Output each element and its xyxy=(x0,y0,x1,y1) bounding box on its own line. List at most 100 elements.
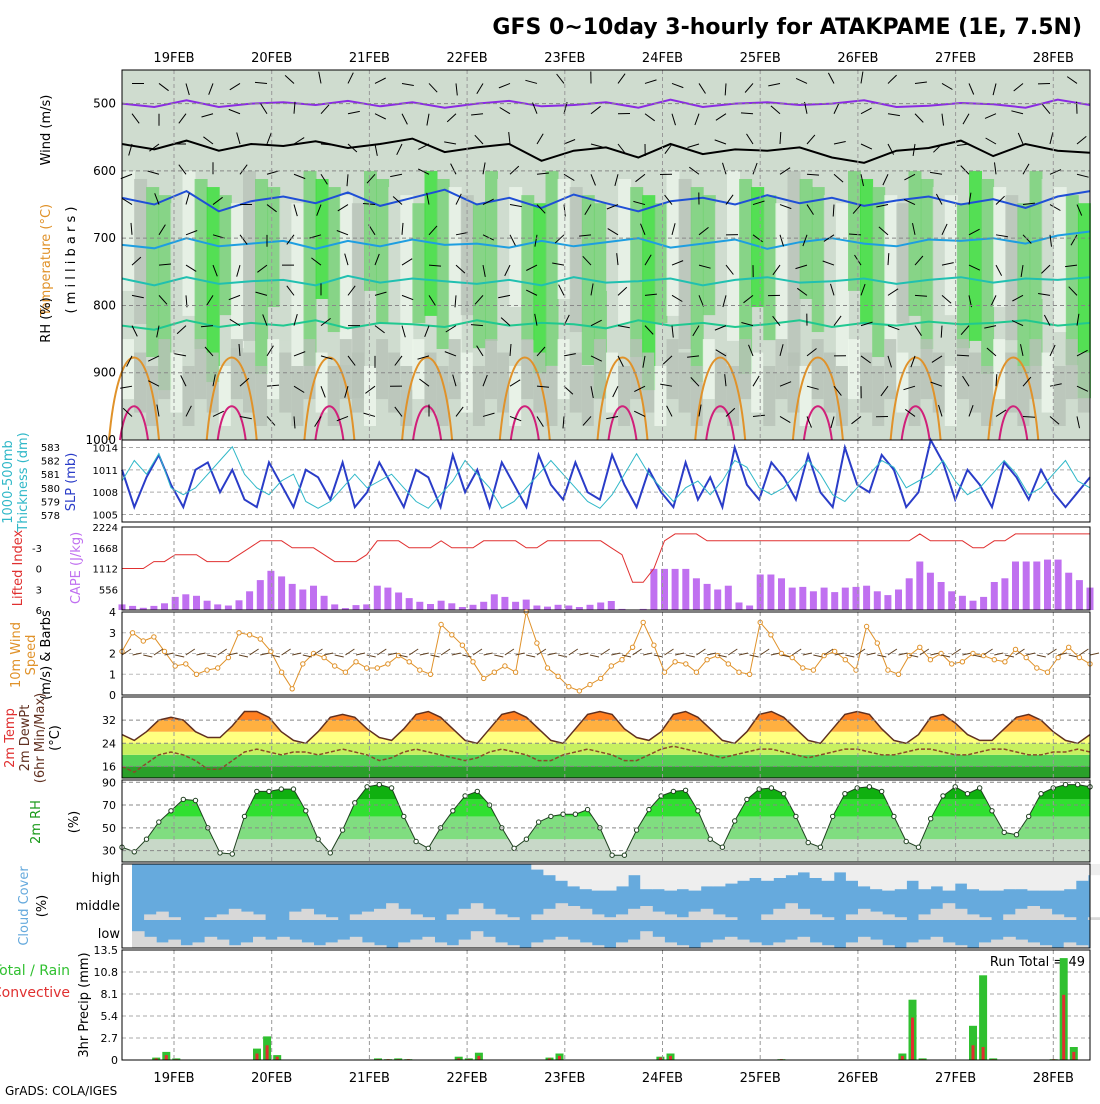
wind-speed-point xyxy=(450,633,454,637)
wind-speed-point xyxy=(365,666,369,670)
rh-cell xyxy=(1054,366,1066,426)
wind-speed-point xyxy=(237,631,241,635)
cloud-cell xyxy=(773,909,786,920)
precip-tick-label: 10.8 xyxy=(94,966,119,979)
wind-speed-point xyxy=(641,620,645,624)
cape-bar xyxy=(746,606,753,611)
cape-bar xyxy=(821,588,828,610)
cape-bar xyxy=(512,602,519,610)
cloud-cell xyxy=(773,864,786,878)
cloud-cell xyxy=(168,917,181,920)
wind-tick-label: 1 xyxy=(109,668,116,681)
rh-point xyxy=(855,786,859,790)
cloud-cell xyxy=(713,864,726,886)
cape-bar xyxy=(204,601,211,610)
cloud-cell xyxy=(991,864,1004,891)
cape-bar xyxy=(1076,580,1083,610)
cloud-cell xyxy=(967,864,980,889)
cape-bar xyxy=(1023,562,1030,611)
cloud-cell xyxy=(628,864,641,875)
cloud-cell xyxy=(543,940,556,948)
cape-bar xyxy=(778,578,785,610)
rh-point xyxy=(720,845,724,849)
date-label-top: 26FEB xyxy=(837,51,878,66)
date-label-bottom: 21FEB xyxy=(349,1071,390,1086)
rh-cell xyxy=(437,179,450,349)
cloud-cell xyxy=(568,940,581,948)
rh-point xyxy=(782,792,786,796)
rh-point xyxy=(291,787,295,791)
rh-point xyxy=(536,820,540,824)
date-label-top: 28FEB xyxy=(1033,51,1074,66)
rh-cell xyxy=(1030,171,1043,366)
wind-speed-point xyxy=(1056,655,1060,659)
rh-cell xyxy=(606,171,619,291)
rh-cell xyxy=(291,366,303,426)
rh-point xyxy=(708,837,712,841)
rh-point xyxy=(757,787,761,791)
rh-point xyxy=(683,788,687,792)
rh-point xyxy=(193,798,197,802)
wind-speed-point xyxy=(790,655,794,659)
cape-bar xyxy=(1033,562,1040,611)
cape-bar xyxy=(161,603,168,610)
cloud-cell xyxy=(846,864,859,881)
cloud-cell xyxy=(616,942,629,948)
cloud-cell xyxy=(592,864,605,891)
rh-point xyxy=(230,852,234,856)
rh-cell xyxy=(630,187,643,357)
rh-point xyxy=(831,814,835,818)
cape-bar xyxy=(736,603,743,611)
cape-bar xyxy=(672,569,679,610)
cape-bar xyxy=(321,596,328,610)
cloud-cell xyxy=(580,942,593,948)
cloud-cell xyxy=(677,864,690,889)
wind-speed-point xyxy=(205,668,209,672)
precip-legend-total: Total / Rain xyxy=(0,963,70,979)
cloud-cell xyxy=(144,937,157,948)
date-label-top: 21FEB xyxy=(349,51,390,66)
rh-cell xyxy=(267,339,279,399)
wind-speed-point xyxy=(896,672,900,676)
cape-bar xyxy=(150,606,157,610)
rh-cell xyxy=(848,171,861,291)
precip-conv-bar xyxy=(982,1047,985,1060)
cloud-cell xyxy=(241,912,254,920)
precip-conv-bar xyxy=(477,1056,480,1060)
cloud-cell xyxy=(253,914,266,920)
rh-point xyxy=(769,786,773,790)
cloud-cell xyxy=(822,917,835,920)
cape-bar xyxy=(544,607,551,610)
rh-tick-label: 50 xyxy=(102,822,116,835)
rh-cell xyxy=(1042,353,1054,413)
cloud-cell xyxy=(592,914,605,920)
cloud-cell xyxy=(870,912,883,920)
rh-cell xyxy=(376,179,389,324)
rh-cell xyxy=(1017,203,1030,373)
rh-cell xyxy=(860,179,873,324)
cloud-cell xyxy=(217,940,230,948)
cloud-cell xyxy=(652,912,665,920)
cloud-cell xyxy=(374,909,387,920)
wind-speed-point xyxy=(726,662,730,666)
rh-point xyxy=(610,853,614,857)
cloud-cell xyxy=(556,937,569,948)
cape-tick-label: 1112 xyxy=(93,565,118,576)
cape-bar xyxy=(661,569,668,610)
wind-speed-point xyxy=(620,658,624,662)
rh-point xyxy=(328,851,332,855)
cloud-cell xyxy=(701,909,714,920)
rh-cell xyxy=(388,353,400,413)
wind-speed-point xyxy=(875,641,879,645)
cloud-cell xyxy=(785,864,798,875)
wind-speed-point xyxy=(460,643,464,647)
rh-cell xyxy=(800,179,813,299)
rh-cell xyxy=(921,179,934,349)
cloud-cell xyxy=(822,864,835,881)
cape-bar xyxy=(523,600,530,610)
wind-axis-label: (m/s) & Barbs xyxy=(39,610,54,700)
wind-axis-label: Speed xyxy=(24,635,39,676)
thickness-tick-label: 582 xyxy=(41,457,60,468)
cloud-cell xyxy=(931,909,944,920)
cape-bar xyxy=(906,578,913,610)
